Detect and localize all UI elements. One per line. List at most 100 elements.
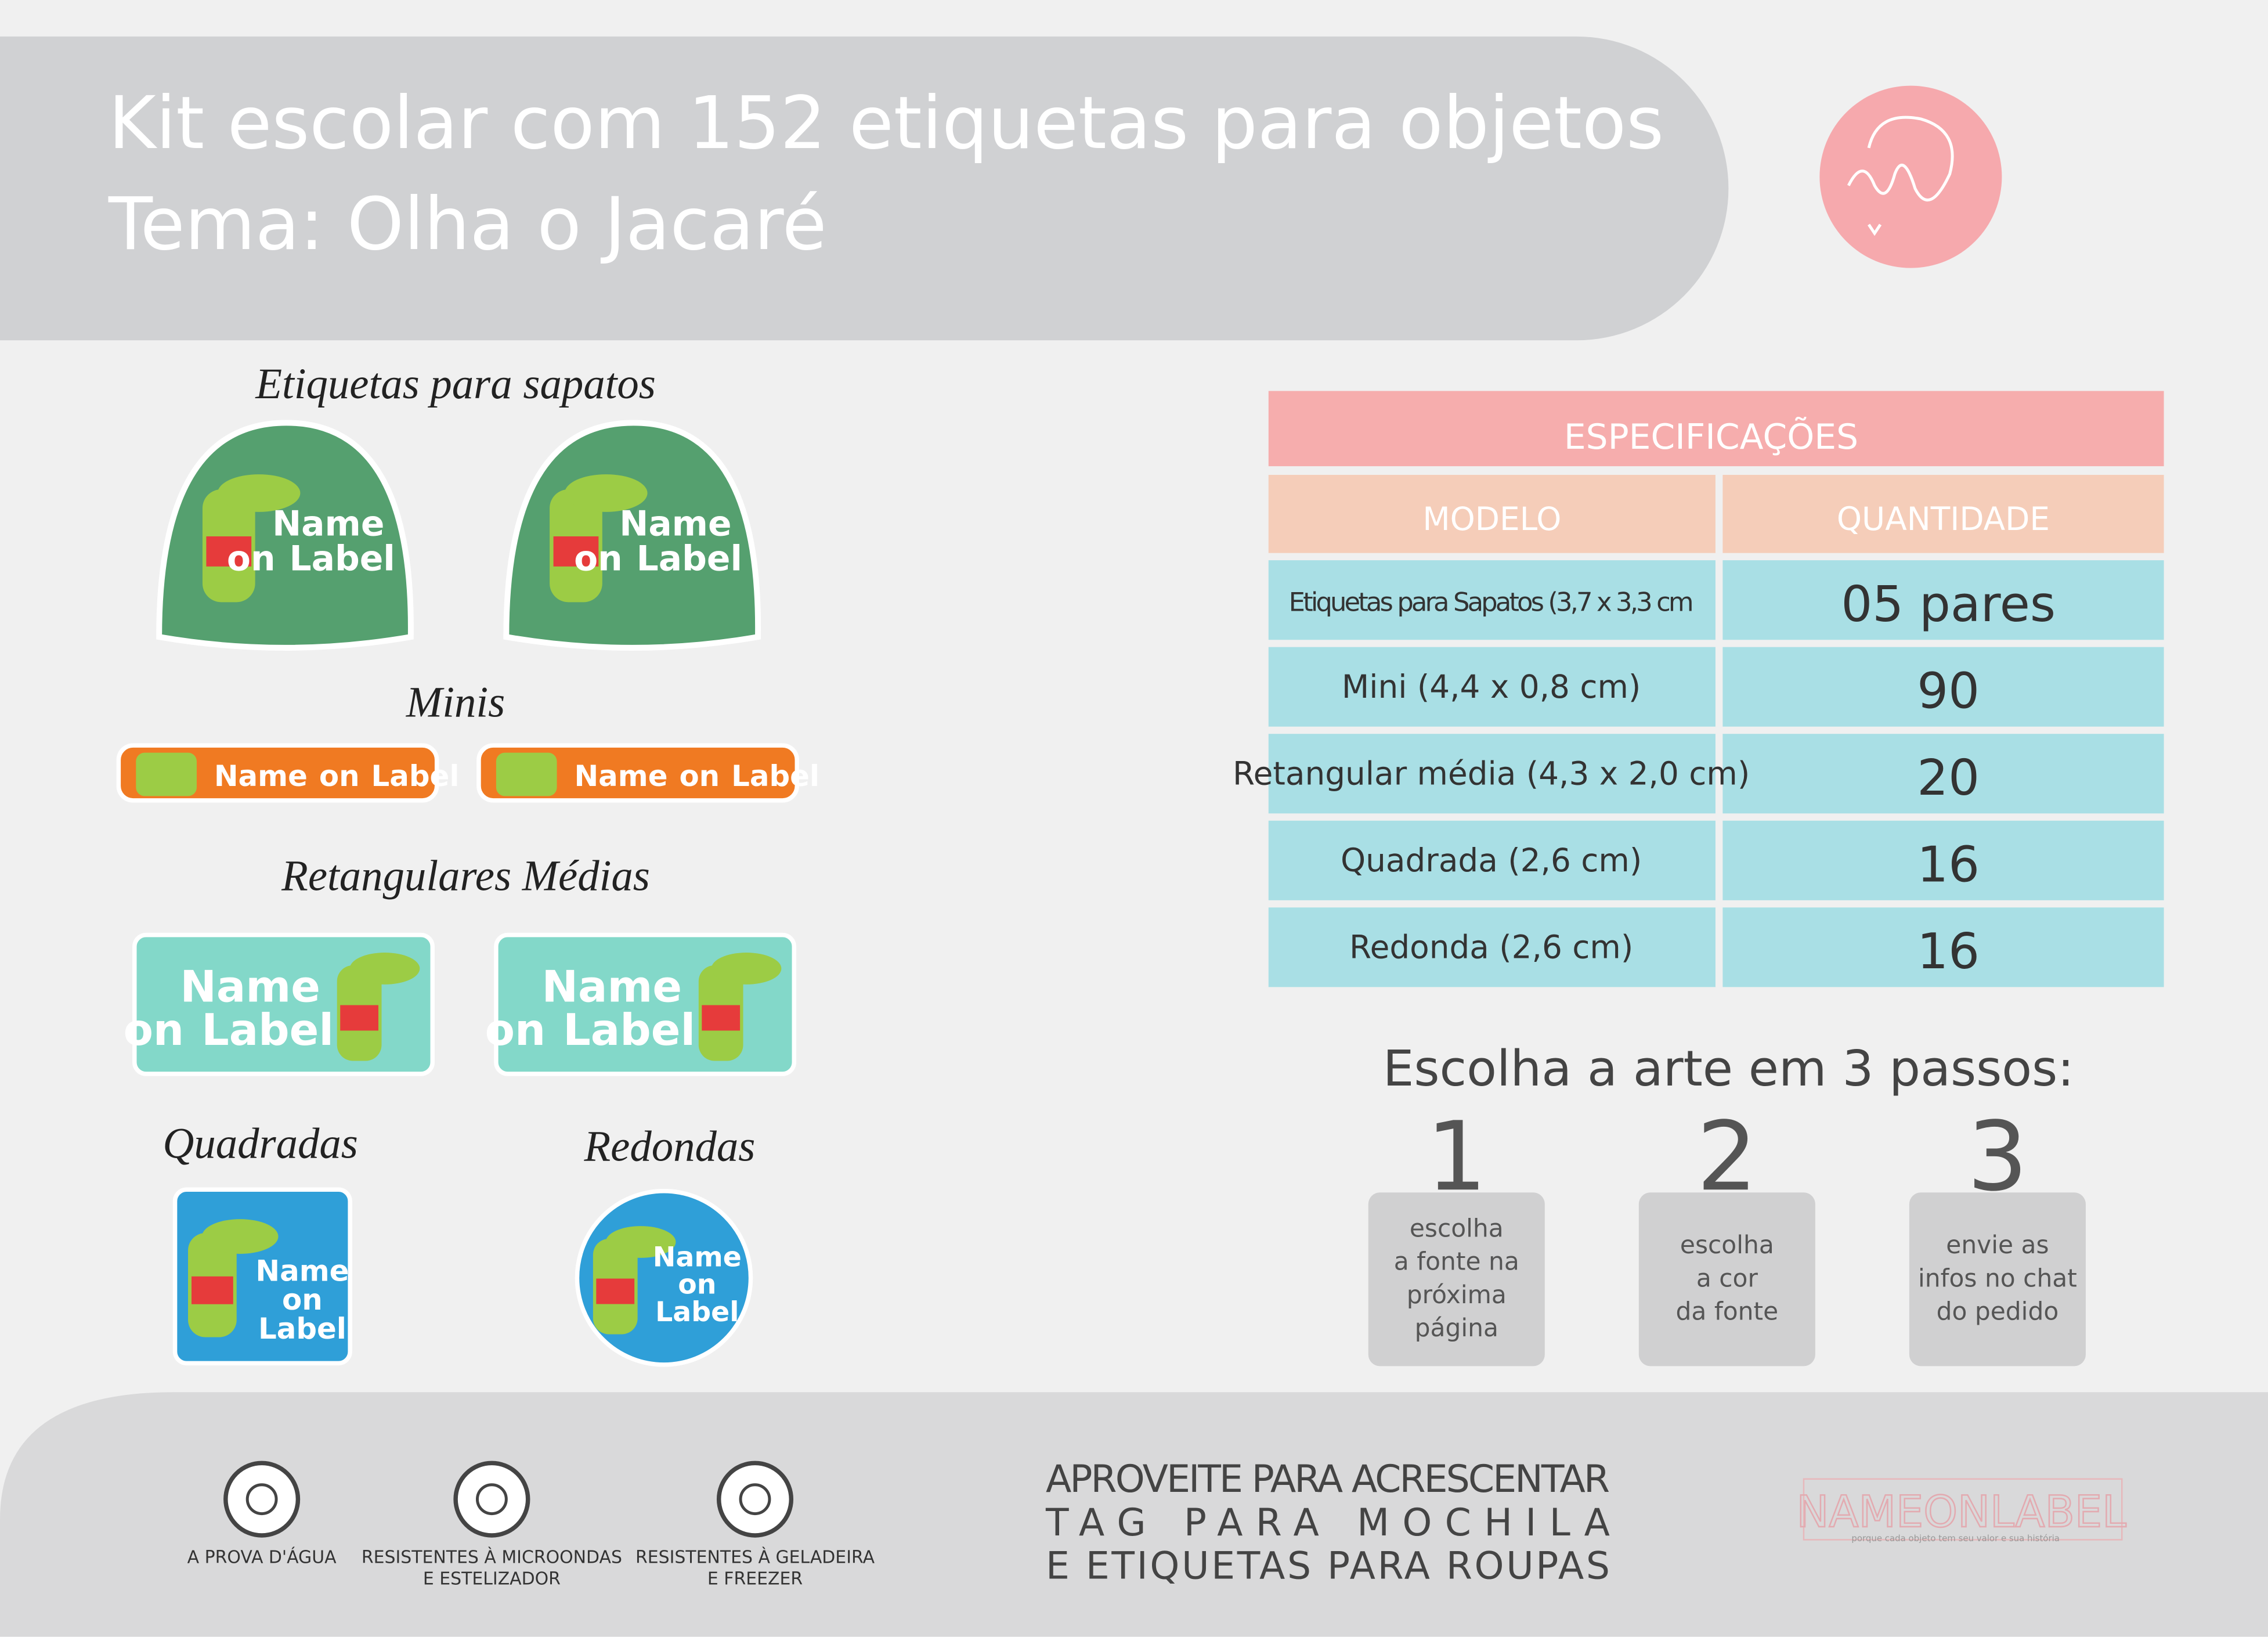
table-cell <box>1722 907 2164 987</box>
label-word: on <box>679 759 720 793</box>
column-header: MODELO <box>1422 500 1561 538</box>
brand-tagline: porque cada objeto tem seu valor e sua h… <box>1851 1533 2059 1544</box>
label-word: on <box>485 1005 546 1055</box>
step-number: 1 <box>1426 1101 1487 1212</box>
label-word: Label <box>371 759 460 793</box>
label-text: on <box>282 1283 323 1317</box>
step-text: escolha <box>1680 1231 1774 1259</box>
label-text: Name <box>653 1241 742 1273</box>
section-heading: Retangulares Médias <box>281 852 650 900</box>
quantity: 90 <box>1917 662 1980 719</box>
logo-mark <box>1847 116 1954 236</box>
label-text: on Label <box>485 1005 695 1055</box>
dino-head <box>217 474 301 512</box>
brand-name: NAMEONLABEL <box>1796 1487 2126 1537</box>
label-word: on <box>227 539 276 579</box>
label-text: Name on Label <box>574 759 819 793</box>
label-text: Name on Label <box>214 759 460 793</box>
dino-head <box>349 953 420 985</box>
step-text: página <box>1415 1314 1498 1342</box>
steps-title: Escolha a arte em 3 passos: <box>1383 1040 2074 1097</box>
dino-shirt <box>553 536 599 567</box>
model-name: Retangular média (4,3 x 2,0 cm) <box>1233 755 1750 792</box>
label-text: Name <box>619 504 731 545</box>
dino-head <box>201 1219 279 1254</box>
feature-icon-core <box>245 1483 278 1516</box>
subtitle: Tema: Olha o Jacaré <box>108 182 827 266</box>
label-text: Name <box>541 961 682 1012</box>
column-header-cell <box>1722 475 2164 553</box>
label-text: on <box>678 1269 716 1301</box>
quantity: 16 <box>1917 835 1980 893</box>
table-cell <box>1722 820 2164 900</box>
label-word: Name <box>214 759 308 793</box>
step-text: a fonte na <box>1394 1247 1519 1276</box>
dino-shirt <box>191 1276 233 1304</box>
model-name: Quadrada (2,6 cm) <box>1341 842 1642 879</box>
table-title: ESPECIFICAÇÕES <box>1564 416 1858 457</box>
section-heading: Minis <box>406 678 505 726</box>
label-text: on Label <box>574 539 742 579</box>
model-name: Etiquetas para Sapatos (3,7 x 3,3 cm <box>1289 586 1694 617</box>
step-box <box>1368 1192 1545 1366</box>
label-word: on <box>319 759 360 793</box>
label-word: Label <box>563 1005 695 1055</box>
feature-icon-core <box>475 1483 508 1516</box>
table-cell <box>1722 560 2164 640</box>
label-word: Label <box>289 539 395 579</box>
step-text: próxima <box>1407 1281 1507 1309</box>
promo-line: E ETIQUETAS PARA ROUPAS <box>1046 1545 1610 1588</box>
mini-label <box>476 743 800 803</box>
dino-body <box>496 752 557 796</box>
feature-text: RESISTENTES À GELADEIRA <box>635 1546 875 1567</box>
label-word: Label <box>201 1005 334 1055</box>
label-text: on Label <box>227 539 395 579</box>
model-name: Redonda (2,6 cm) <box>1349 929 1633 966</box>
label-word: on <box>574 539 623 579</box>
step-text: da fonte <box>1676 1297 1779 1326</box>
section-heading: Etiquetas para sapatos <box>255 360 656 408</box>
step-box <box>1909 1192 2086 1366</box>
table-title-cell <box>1268 391 2164 467</box>
quantity: 20 <box>1917 749 1980 806</box>
model-name: Mini (4,4 x 0,8 cm) <box>1342 668 1641 705</box>
step-box <box>1638 1192 1815 1366</box>
title: Kit escolar com 152 etiquetas para objet… <box>109 81 1664 165</box>
table-cell <box>1722 734 2164 814</box>
feature-icon <box>716 1461 794 1538</box>
step-text: do pedido <box>1937 1297 2059 1326</box>
dino-shirt <box>596 1278 635 1304</box>
step-text: envie as <box>1946 1231 2049 1259</box>
table-cell <box>1268 907 1716 987</box>
dino-shirt <box>206 536 252 567</box>
table-cell <box>1268 647 1716 727</box>
label-word: on <box>124 1005 185 1055</box>
table-cell <box>1268 820 1716 900</box>
dino-head <box>711 953 782 985</box>
brand-box <box>1803 1478 2123 1541</box>
quantity: 16 <box>1917 922 1980 980</box>
dino-body <box>136 752 197 796</box>
promo-line: APROVEITE PARA ACRESCENTAR <box>1046 1458 1610 1501</box>
label-word: Name <box>574 759 667 793</box>
quantity: 05 pares <box>1841 575 2056 633</box>
table-cell <box>1268 734 1716 814</box>
feature-text: A PROVA D'ÁGUA <box>187 1546 337 1567</box>
label-word: Label <box>637 539 742 579</box>
label-text: Name <box>272 504 384 545</box>
column-header-cell <box>1268 475 1716 553</box>
feature-icon <box>223 1461 301 1538</box>
step-number: 2 <box>1697 1101 1758 1212</box>
label-text: Label <box>258 1312 346 1346</box>
step-text: infos no chat <box>1918 1264 2077 1292</box>
step-text: a cor <box>1696 1264 1758 1292</box>
header-band <box>0 36 1729 341</box>
label-text: Name <box>255 1254 349 1288</box>
feature-text: E FREEZER <box>707 1569 803 1589</box>
step-number: 3 <box>1967 1101 2028 1212</box>
mini-label <box>116 743 439 803</box>
section-heading: Redondas <box>584 1122 756 1170</box>
